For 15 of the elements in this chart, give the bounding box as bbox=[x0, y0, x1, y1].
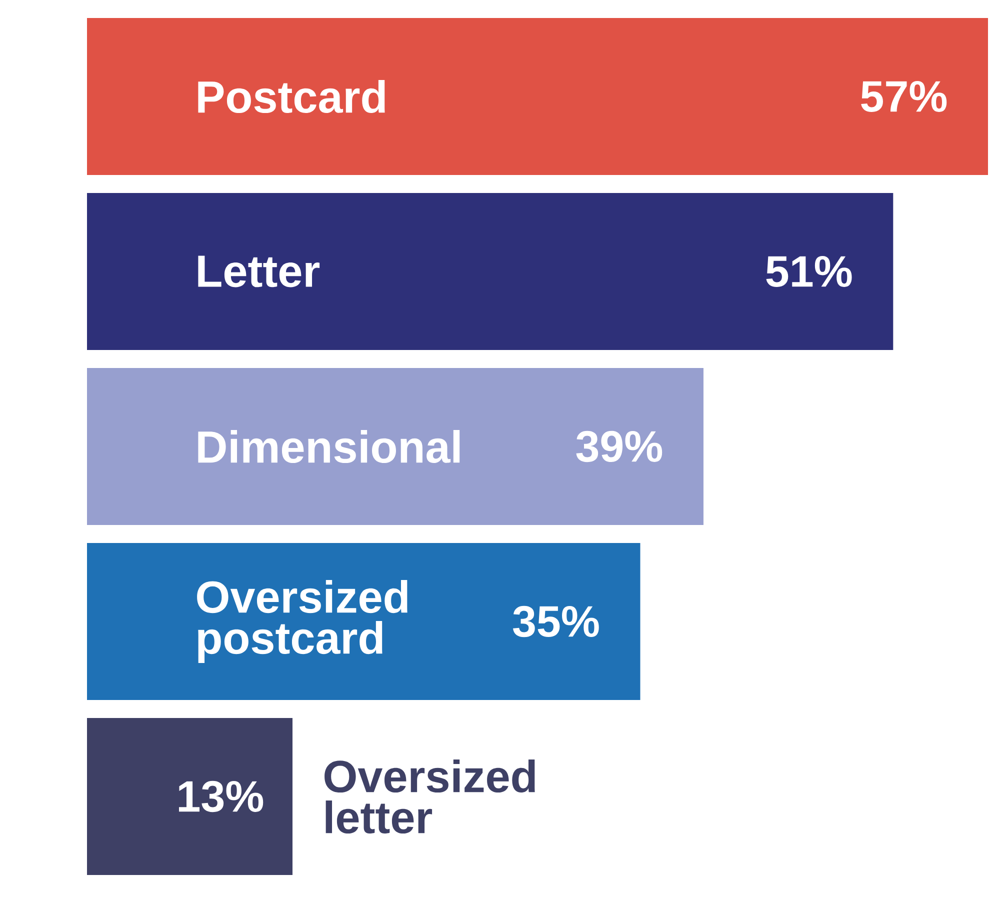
y-tick-label: Postcard bbox=[198, 80, 385, 114]
bar bbox=[87, 193, 894, 350]
data-label: 57% bbox=[861, 80, 947, 112]
data-label: 39% bbox=[576, 430, 662, 462]
y-tick-label: Oversized letter bbox=[324, 759, 535, 834]
y-tick-label: Letter bbox=[198, 256, 320, 288]
y-tick-label: Dimensional bbox=[198, 430, 460, 464]
data-label: 51% bbox=[766, 256, 852, 288]
data-label: 13% bbox=[179, 780, 264, 812]
bar bbox=[87, 18, 988, 176]
bar bbox=[87, 368, 704, 526]
y-tick-label: Oversized postcard bbox=[197, 580, 408, 663]
bar bbox=[87, 543, 640, 700]
data-label: 35% bbox=[512, 606, 599, 638]
bar bbox=[87, 718, 292, 876]
